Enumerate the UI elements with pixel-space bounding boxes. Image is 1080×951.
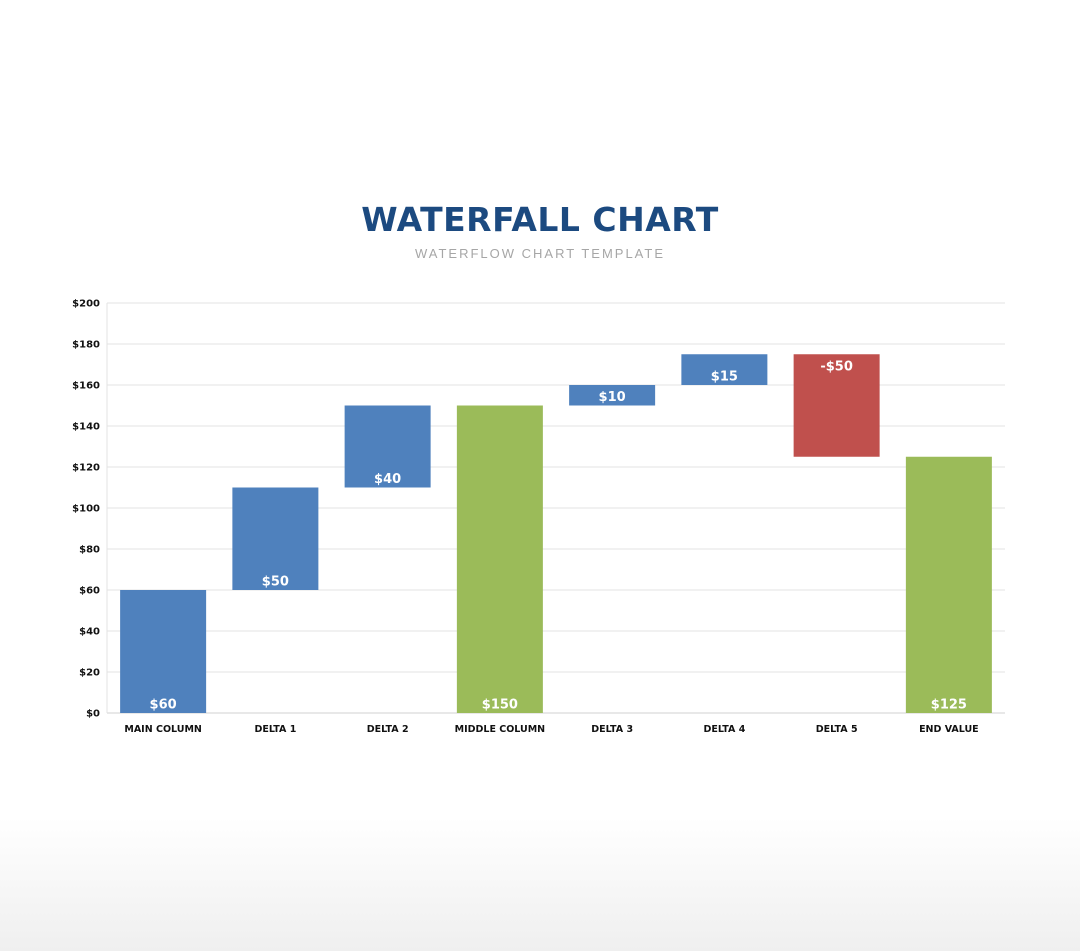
y-tick-label: $60 xyxy=(79,586,100,597)
y-tick-label: $180 xyxy=(72,340,100,351)
data-label: $50 xyxy=(262,575,289,590)
x-tick-label: DELTA 3 xyxy=(591,724,633,735)
bar-delta-2 xyxy=(344,405,431,488)
data-label: $15 xyxy=(711,370,738,385)
data-label: $125 xyxy=(931,698,967,713)
y-tick-label: $20 xyxy=(79,668,100,679)
x-tick-label: DELTA 5 xyxy=(816,724,858,735)
bar-delta-5 xyxy=(793,354,880,457)
y-tick-label: $0 xyxy=(86,709,100,720)
data-label: $60 xyxy=(150,698,177,713)
x-tick-label: DELTA 4 xyxy=(703,724,745,735)
data-label: -$50 xyxy=(820,359,853,374)
y-tick-label: $120 xyxy=(72,463,100,474)
x-tick-label: DELTA 2 xyxy=(367,724,409,735)
y-tick-label: $200 xyxy=(72,299,100,310)
bar-delta-3 xyxy=(569,385,656,406)
bar-main-column xyxy=(120,590,207,713)
data-label: $40 xyxy=(374,472,401,487)
data-label: $150 xyxy=(482,698,518,713)
data-label: $10 xyxy=(599,390,626,405)
bar-middle-column xyxy=(456,405,543,713)
bar-delta-1 xyxy=(232,487,319,590)
x-tick-label: DELTA 1 xyxy=(254,724,296,735)
y-tick-label: $100 xyxy=(72,504,100,515)
y-tick-label: $40 xyxy=(79,627,100,638)
bar-end-value xyxy=(905,456,992,713)
x-tick-label: MAIN COLUMN xyxy=(124,724,202,735)
bar-delta-4 xyxy=(681,354,768,385)
y-tick-label: $80 xyxy=(79,545,100,556)
x-tick-label: MIDDLE COLUMN xyxy=(455,724,546,735)
y-tick-label: $140 xyxy=(72,422,100,433)
chart-title: WATERFALL CHART xyxy=(361,200,719,239)
y-tick-label: $160 xyxy=(72,381,100,392)
x-tick-label: END VALUE xyxy=(919,724,979,735)
chart-subtitle: WATERFLOW CHART TEMPLATE xyxy=(414,246,665,261)
